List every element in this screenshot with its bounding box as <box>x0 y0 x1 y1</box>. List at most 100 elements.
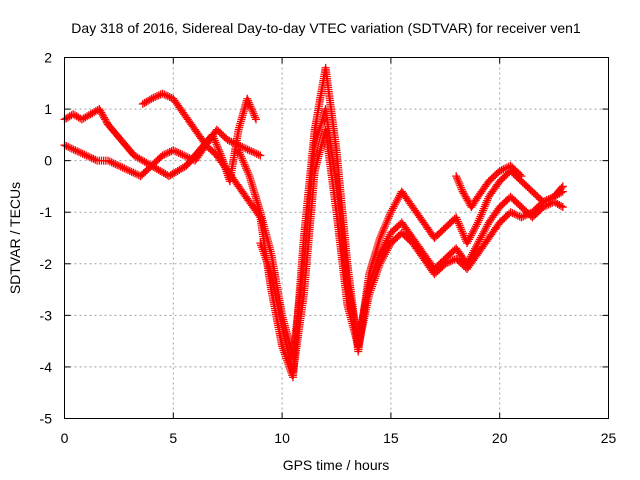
data-point <box>71 146 80 155</box>
y-tick-label: 2 <box>44 50 52 66</box>
marker-trail <box>111 160 120 169</box>
marker-trail <box>512 210 521 219</box>
marker-trail <box>244 96 253 105</box>
marker-trail <box>250 111 259 120</box>
marker-trail <box>467 231 476 240</box>
data-point <box>386 208 395 217</box>
marker-trail <box>471 242 480 251</box>
marker-trail <box>252 149 261 158</box>
marker-trail <box>235 148 244 157</box>
marker-trail <box>227 137 236 146</box>
marker-trail <box>78 149 87 158</box>
data-point <box>452 213 461 222</box>
y-tick-label: -2 <box>40 256 53 272</box>
y-tick-label: -1 <box>40 204 53 220</box>
marker-trail <box>471 222 480 231</box>
marker-trail <box>384 232 393 241</box>
marker-trail <box>387 206 396 215</box>
marker-trail <box>459 189 468 198</box>
marker-trail <box>472 220 481 229</box>
marker-trail <box>174 148 183 157</box>
marker-trail <box>458 229 467 238</box>
data-point <box>473 239 482 248</box>
marker-trail <box>481 200 490 209</box>
marker-trail <box>249 148 258 157</box>
marker-trail <box>76 148 85 157</box>
marker-trail <box>120 164 129 173</box>
marker-trail <box>557 188 566 197</box>
marker-trail <box>379 252 388 261</box>
marker-trail <box>69 145 78 154</box>
data-point <box>558 203 567 212</box>
marker-trail <box>461 192 470 201</box>
marker-trail <box>380 224 389 233</box>
marker-trail <box>392 196 401 205</box>
marker-trail <box>544 195 553 204</box>
marker-trail <box>248 107 257 116</box>
marker-trail <box>444 258 453 267</box>
marker-trail <box>497 166 506 175</box>
marker-trail <box>391 198 400 207</box>
marker-trail <box>238 142 247 151</box>
marker-trail <box>91 155 100 164</box>
marker-trail <box>240 160 249 169</box>
marker-trail <box>477 231 486 240</box>
data-point <box>517 213 526 222</box>
marker-trail <box>87 154 96 163</box>
marker-trail <box>241 144 250 153</box>
marker-trail <box>513 211 522 220</box>
marker-trail <box>481 224 490 233</box>
data-point <box>245 146 254 155</box>
marker-trail <box>247 104 256 113</box>
marker-trail <box>254 150 263 159</box>
marker-trail <box>162 91 171 100</box>
marker-trail <box>472 241 481 250</box>
data-point <box>147 94 156 103</box>
marker-trail <box>211 138 220 147</box>
marker-trail <box>109 159 118 168</box>
marker-trail <box>243 145 252 154</box>
marker-trail <box>232 140 241 149</box>
marker-trail <box>242 164 251 173</box>
data-point <box>452 172 461 181</box>
marker-trail <box>464 237 473 246</box>
data-point <box>125 166 134 175</box>
marker-trail <box>546 194 555 203</box>
data-point <box>539 197 548 206</box>
marker-trail <box>107 158 116 167</box>
data-point <box>114 161 123 170</box>
marker-trail <box>183 153 192 162</box>
marker-trail <box>84 152 93 161</box>
marker-trail <box>160 150 169 159</box>
marker-trail <box>381 222 390 231</box>
marker-trail <box>65 143 74 152</box>
marker-trail <box>477 210 486 219</box>
data-point <box>458 187 467 196</box>
marker-trail <box>172 148 181 157</box>
marker-trail <box>462 194 471 203</box>
marker-trail <box>230 139 239 148</box>
marker-trail <box>239 158 248 167</box>
x-tick-label: 20 <box>492 430 508 446</box>
marker-trail <box>457 183 466 192</box>
marker-trail <box>458 227 467 236</box>
marker-trail <box>476 212 485 221</box>
marker-trail <box>480 226 489 235</box>
marker-trail <box>378 254 387 263</box>
marker-trail <box>466 233 475 242</box>
marker-trail <box>460 191 469 200</box>
data-point <box>251 115 260 124</box>
x-tick-label: 15 <box>383 430 399 446</box>
marker-trail <box>478 229 487 238</box>
marker-trail <box>229 138 238 147</box>
data-point <box>558 187 567 196</box>
marker-trail <box>251 113 260 122</box>
chart-title: Day 318 of 2016, Sidereal Day-to-day VTE… <box>71 20 581 36</box>
marker-trail <box>453 175 462 184</box>
marker-trail <box>101 115 110 124</box>
marker-trail <box>80 150 89 159</box>
marker-trail <box>238 156 247 165</box>
marker-trail <box>96 106 105 115</box>
